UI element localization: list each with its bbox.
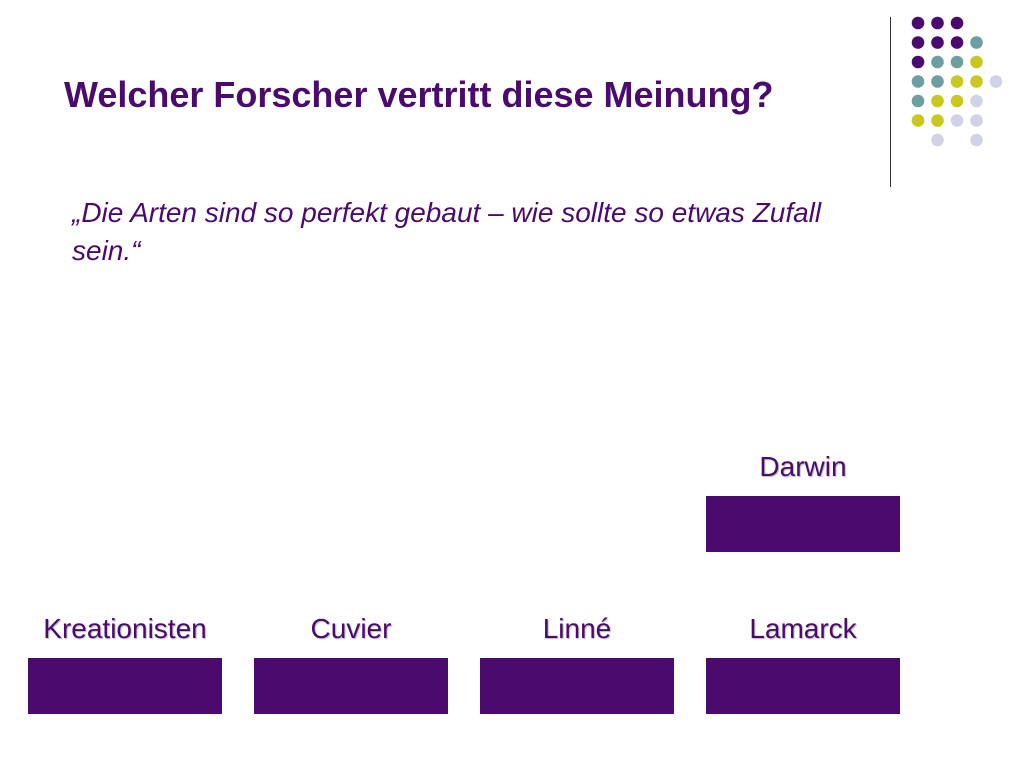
decoration-dot (950, 16, 964, 30)
answer-linne[interactable]: Linné (480, 612, 674, 714)
decoration-dot (931, 133, 944, 147)
decoration-dot (970, 75, 983, 88)
decoration-dot (911, 16, 925, 30)
vertical-divider (890, 17, 891, 187)
quote-text: „Die Arten sind so perfekt gebaut – wie … (72, 197, 822, 266)
answer-button[interactable] (706, 658, 900, 714)
decoration-dot (911, 94, 925, 108)
answer-label: Darwin (759, 451, 847, 482)
decoration-dot (950, 75, 964, 88)
answer-darwin[interactable]: Darwin (706, 450, 900, 552)
slide-title: Welcher Forscher vertritt diese Meinung? (64, 74, 774, 115)
decoration-dot (931, 55, 944, 69)
decoration-dot (931, 75, 944, 88)
answer-button[interactable] (254, 658, 448, 714)
decoration-dot (970, 36, 983, 49)
decoration-dot (950, 36, 964, 49)
decoration-dot (970, 114, 983, 127)
answer-lamarck[interactable]: Lamarck (706, 612, 900, 714)
answer-button[interactable] (480, 658, 674, 714)
decoration-dot (911, 36, 925, 49)
answer-label: Linné (542, 613, 612, 644)
decoration-dot (911, 75, 925, 88)
answer-label: Cuvier (310, 613, 392, 644)
answer-button[interactable] (28, 658, 222, 714)
decoration-dot (989, 75, 1003, 88)
answer-cuvier[interactable]: Cuvier (254, 612, 448, 714)
decoration-dot (931, 36, 944, 49)
decoration-dot (931, 114, 944, 127)
decoration-dot (931, 16, 944, 30)
answer-label: Kreationisten (43, 613, 207, 644)
decoration-dot (911, 114, 925, 127)
decoration-dot (950, 94, 964, 108)
decoration-dot (911, 55, 925, 69)
answer-kreationisten[interactable]: Kreationisten (28, 612, 222, 714)
decoration-dot (970, 55, 983, 69)
decoration-dot (950, 55, 964, 69)
answer-button[interactable] (706, 496, 900, 552)
decoration-dot (931, 94, 944, 108)
decoration-dot (970, 133, 983, 147)
decoration-dot (950, 114, 964, 127)
answer-label: Lamarck (749, 613, 857, 644)
decoration-dot (970, 94, 983, 108)
